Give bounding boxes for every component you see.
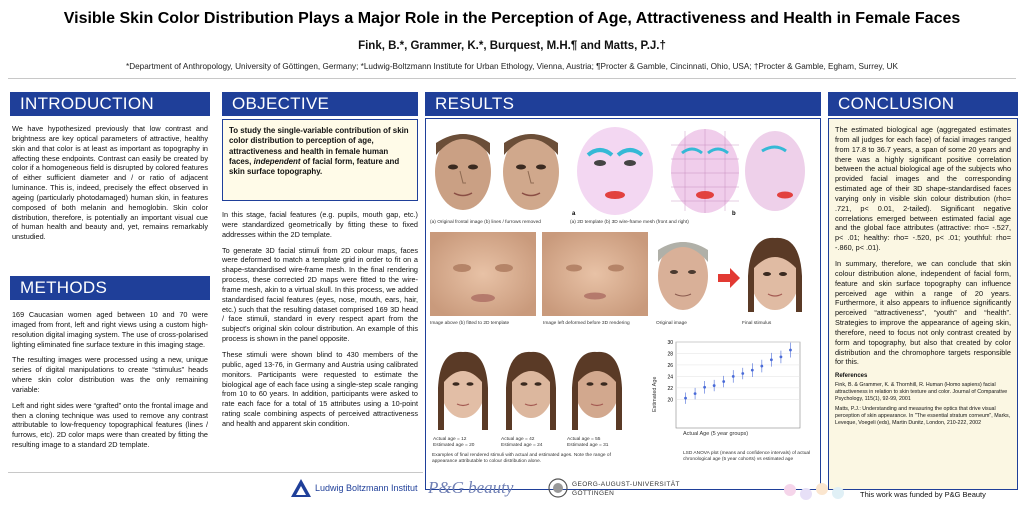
methods-paragraph: 169 Caucasian women aged between 10 and …	[12, 310, 208, 349]
conclusion-paragraph: The estimated biological age (aggregated…	[835, 125, 1011, 253]
chart-data-point	[731, 375, 735, 378]
anova-chart: 20 22 24 26 28 30	[667, 340, 801, 429]
chart-data-point	[789, 348, 792, 352]
objective-paragraph: In this stage, facial features (e.g. pup…	[222, 210, 418, 239]
caption-original: (a) Original frontal image (b) lines / f…	[430, 220, 541, 225]
references-title: References	[835, 373, 868, 380]
rendering-process-images	[430, 232, 802, 316]
objective-emphasis: independent	[253, 156, 301, 166]
chart-y-tick-label: 30	[667, 340, 673, 346]
chart-data-point	[722, 380, 726, 383]
caption-anova: LSD ANOVA plot (means and confidence int…	[683, 451, 811, 462]
introduction-heading: INTRODUCTION	[10, 92, 210, 116]
chart-data-point	[750, 368, 754, 372]
lbi-logo: Ludwig Boltzmann Institut	[315, 483, 418, 493]
objective-statement-end: of facial form, feature and skin surface…	[229, 156, 400, 177]
results-panel	[425, 118, 821, 490]
chart-plot-area	[675, 341, 801, 429]
chart-y-tick-label: 28	[667, 351, 673, 357]
conclusion-paragraph: In summary, therefore, we can conclude t…	[835, 258, 1011, 367]
conclusion-panel: The estimated biological age (aggregated…	[828, 118, 1018, 490]
chart-data-point	[769, 358, 773, 362]
objective-statement: To study the single-variable contributio…	[229, 126, 409, 166]
caption-age-2: Actual age = 42 Estimated age = 24	[501, 437, 543, 448]
results-heading: RESULTS	[425, 92, 821, 116]
introduction-paragraph: We have hypothesized previously that low…	[12, 124, 208, 242]
methods-paragraph: Left and right sides were “grafted” onto…	[12, 400, 208, 450]
chart-y-tick-label: 22	[667, 386, 673, 392]
chart-data-point	[703, 385, 707, 389]
chart-y-tick-label: 24	[667, 374, 673, 380]
chart-data-point	[684, 396, 687, 400]
caption-original-image: Original image	[656, 321, 687, 326]
footer-divider	[8, 472, 423, 473]
caption-final-stimulus: Final stimulus	[742, 321, 772, 326]
lbi-logo-icon	[291, 479, 311, 497]
pg-beauty-logo: P&G beauty	[428, 478, 514, 497]
chart-data-point	[741, 372, 745, 375]
caption-fitted: Image above (b) fitted to 2D template	[430, 321, 510, 326]
methods-paragraph: The resulting images were processed usin…	[12, 355, 208, 394]
objective-text: In this stage, facial features (e.g. pup…	[222, 210, 418, 435]
poster-title: Visible Skin Color Distribution Plays a …	[63, 10, 961, 27]
chart-data-point	[779, 355, 783, 359]
conclusion-heading: CONCLUSION	[828, 92, 1018, 116]
chart-data-point	[760, 364, 764, 368]
chart-data-point	[693, 392, 697, 395]
objective-paragraph: To generate 3D facial stimuli from 2D co…	[222, 245, 418, 344]
final-stimuli-images	[438, 351, 622, 430]
introduction-text: We have hypothesized previously that low…	[12, 124, 208, 248]
authors: Fink, B.*, Grammer, K.*, Burquest, M.H.¶…	[358, 40, 666, 52]
label-a: a	[572, 211, 576, 217]
objective-heading: OBJECTIVE	[222, 92, 418, 116]
chart-ylabel: Estimated Age	[652, 376, 658, 412]
goettingen-logo-line2: GÖTTINGEN	[572, 490, 615, 497]
decorative-dots-icon	[784, 483, 844, 500]
reference-item: Matts, P.J.: Understanding and measuring…	[835, 405, 1011, 426]
affiliations: *Department of Anthropology, University …	[126, 62, 898, 71]
funding-note: This work was funded by P&G Beauty	[860, 490, 986, 499]
reference-item: Fink, B. & Grammer, K. & Thornhill, R. H…	[835, 382, 1008, 402]
goettingen-seal-icon	[548, 478, 568, 498]
chart-y-tick-label: 26	[667, 363, 673, 369]
chart-xlabel: Actual Age (5 year groups)	[683, 431, 749, 437]
goettingen-logo-line1: GEORG-AUGUST-UNIVERSITÄT	[572, 481, 680, 488]
caption-age-1: Actual age = 12 Estimated age = 20	[433, 437, 475, 448]
caption-deformed: Image left deformed before 3D rendering	[543, 321, 630, 326]
template-mesh-images: a b	[570, 125, 810, 217]
caption-template: (a) 2D template (b) 3D wire-frame mesh (…	[570, 220, 689, 225]
original-face-photos	[430, 125, 564, 217]
chart-data-point	[712, 384, 716, 387]
label-b: b	[732, 211, 736, 217]
caption-examples: Examples of final rendered stimuli with …	[432, 453, 611, 464]
caption-age-3: Actual age = 55 Estimated age = 31	[567, 437, 609, 448]
header-divider	[8, 78, 1016, 79]
chart-y-tick-label: 20	[667, 397, 673, 403]
methods-text: 169 Caucasian women aged between 10 and …	[12, 310, 208, 456]
objective-paragraph: These stimuli were shown blind to 430 me…	[222, 349, 418, 428]
methods-heading: METHODS	[10, 276, 210, 300]
objective-box: To study the single-variable contributio…	[222, 119, 418, 201]
